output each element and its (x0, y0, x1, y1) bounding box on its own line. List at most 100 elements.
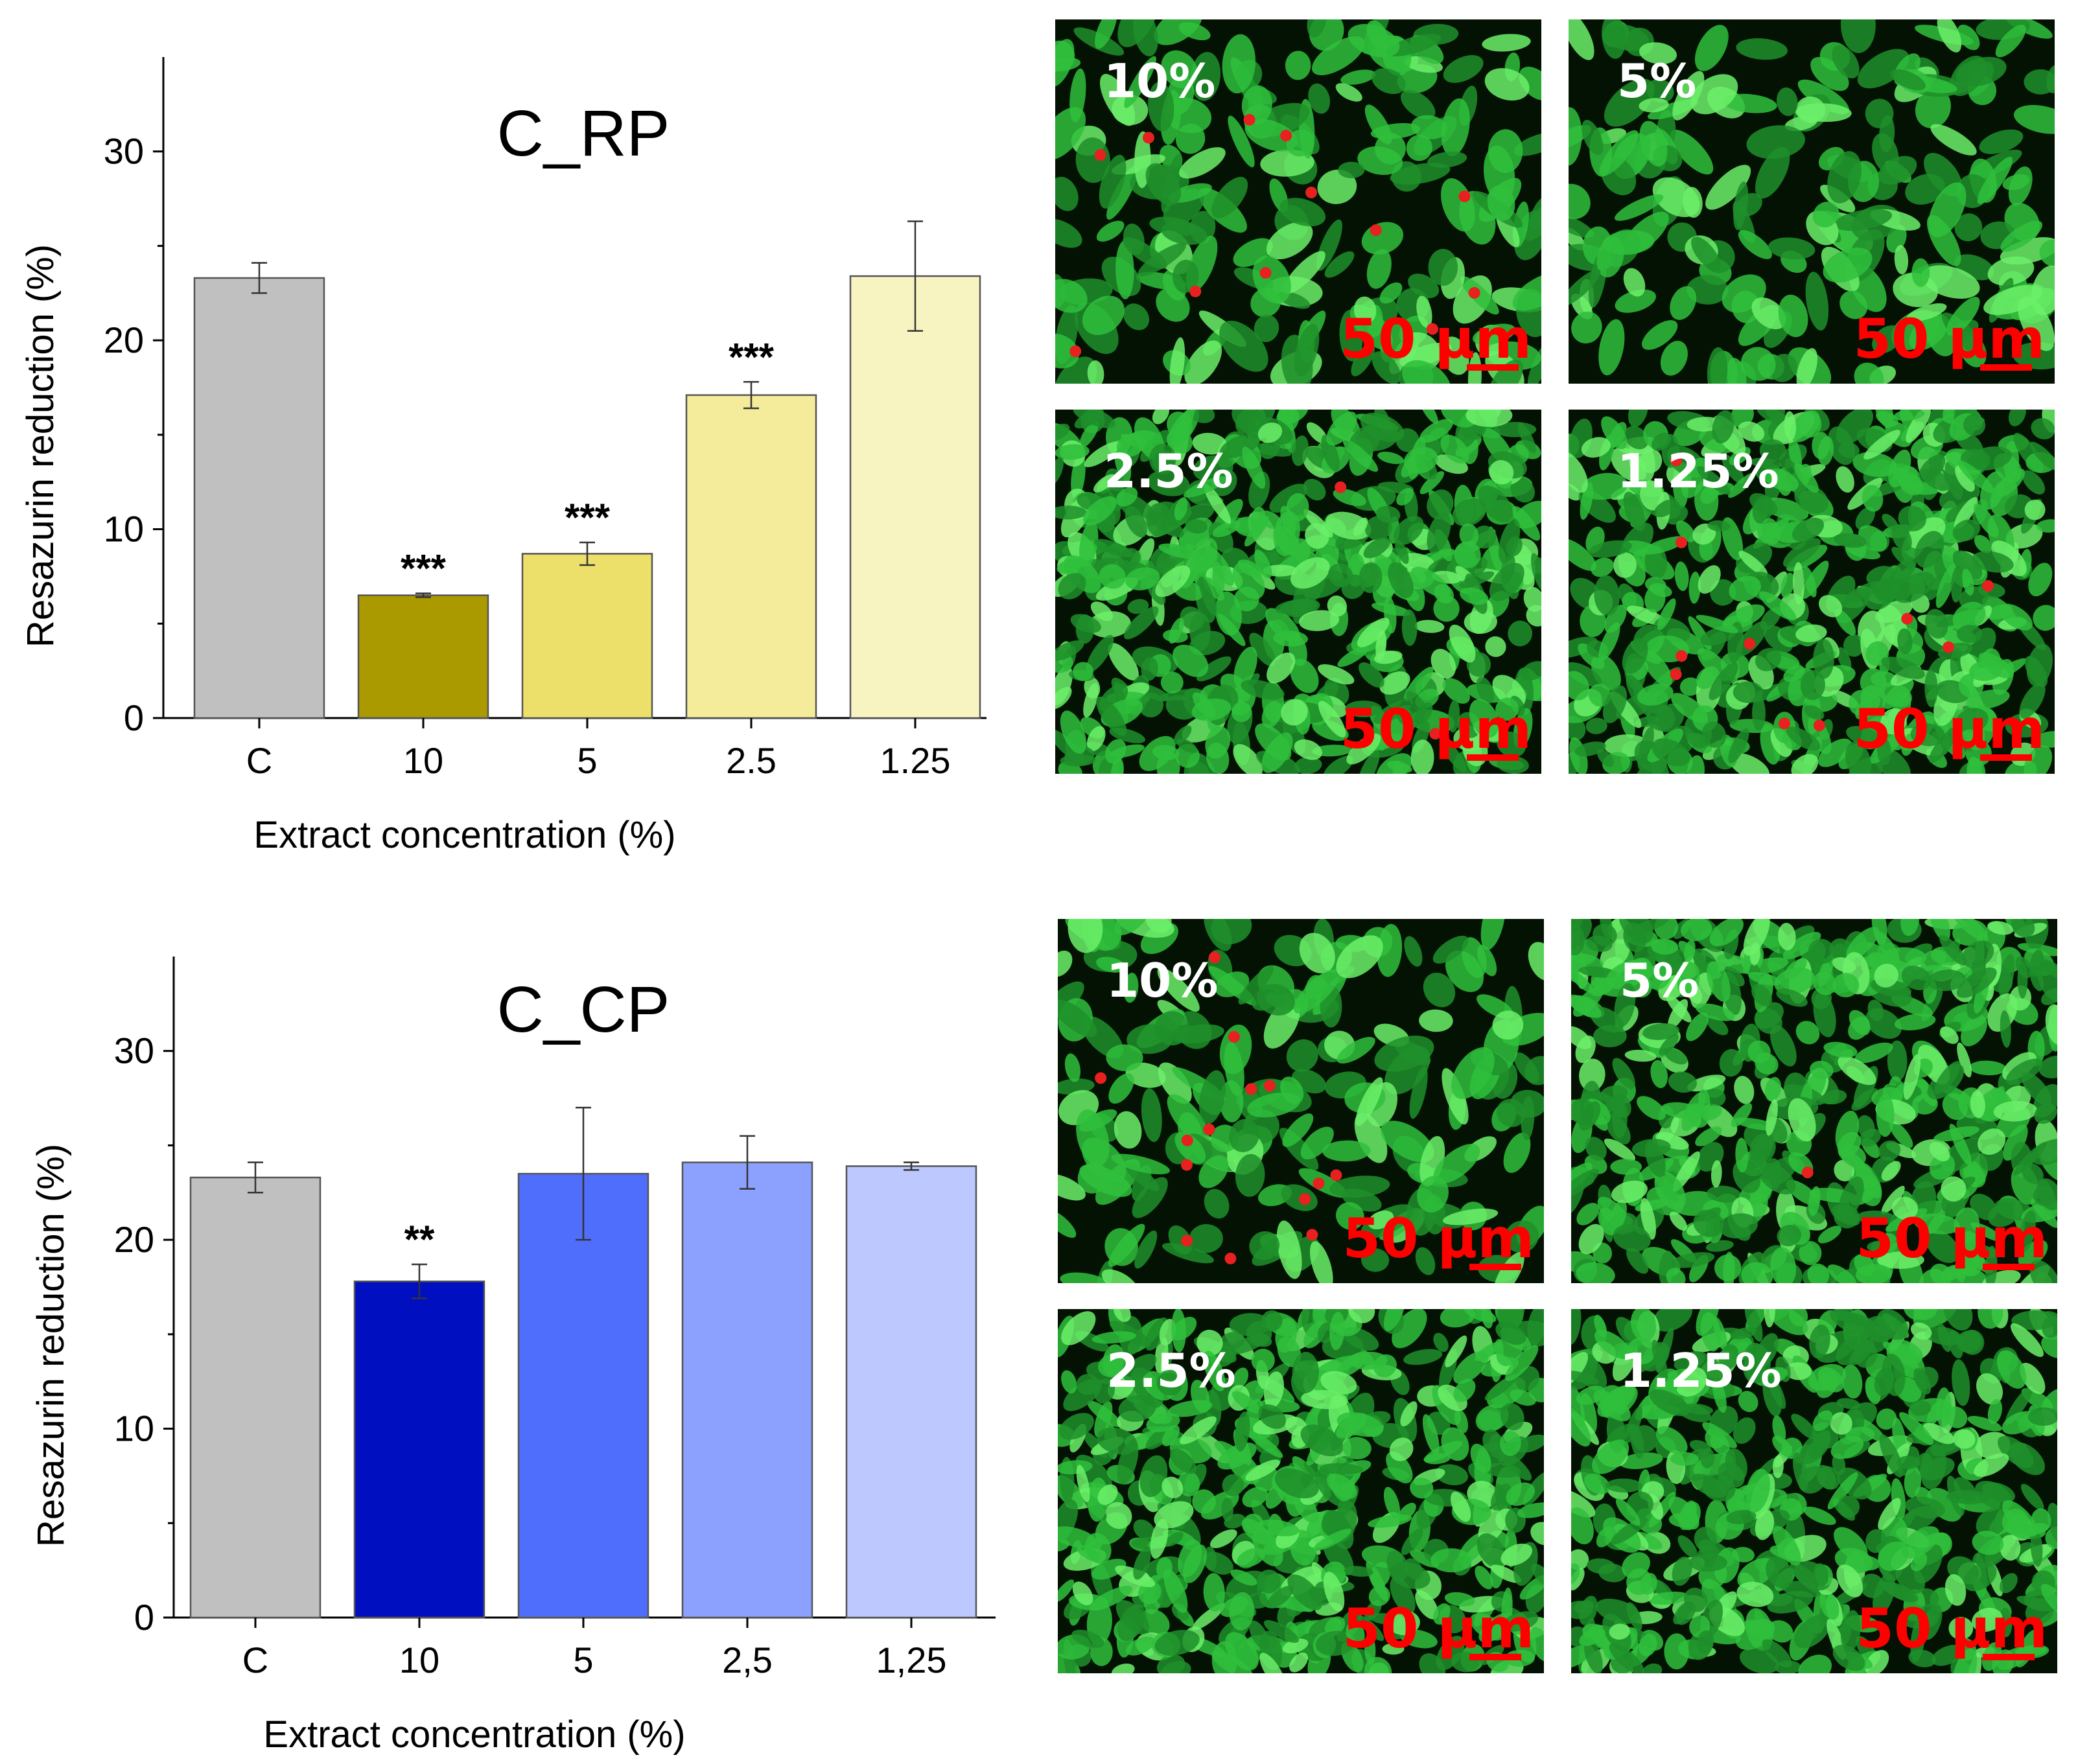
cell (1167, 1094, 1209, 1144)
cell (1152, 745, 1180, 760)
cell (1929, 1153, 1955, 1180)
cell (1571, 1386, 1585, 1428)
cell (1788, 1098, 1816, 1142)
cell (1482, 1429, 1502, 1452)
cell (1642, 536, 1687, 555)
cell (1203, 1351, 1226, 1391)
cell (1946, 1264, 1964, 1281)
cell (1880, 708, 1907, 735)
cell (1702, 1422, 1737, 1448)
x-tick-label: 10 (403, 740, 443, 781)
scale-bar (1983, 1264, 2035, 1270)
cell (1840, 19, 1876, 53)
cell (1099, 154, 1127, 209)
cell (1254, 314, 1279, 342)
scale-bar-label: 50 µm (1343, 1597, 1534, 1660)
cell (1822, 1089, 1847, 1105)
cell (1776, 87, 1798, 117)
cell (1846, 726, 1882, 747)
cell (2026, 644, 2053, 687)
cell (1075, 614, 1095, 644)
cell (1769, 1309, 1808, 1336)
cell (1169, 1448, 1197, 1474)
cell (1440, 1309, 1475, 1328)
cell (1231, 702, 1252, 723)
dead-cell (1095, 1072, 1107, 1084)
cell (1977, 156, 2013, 204)
x-tick-label: 1,25 (876, 1640, 947, 1680)
cell (2021, 1072, 2051, 1106)
cell (1733, 181, 1749, 231)
cell (1475, 1566, 1493, 1590)
cell (1796, 348, 1818, 384)
cell (1762, 467, 1799, 492)
cell (1092, 1331, 1136, 1344)
cell (1823, 247, 1873, 283)
cell (1904, 1466, 1922, 1498)
cell (1086, 634, 1114, 673)
scale-bar (1467, 754, 1519, 761)
cell (1642, 320, 1678, 350)
cell (2047, 1503, 2057, 1545)
cell (1733, 681, 1764, 703)
cell (1531, 1563, 1544, 1586)
cell (1461, 937, 1487, 979)
cell (1644, 577, 1666, 593)
cell (1639, 1633, 1657, 1656)
cell (1114, 1309, 1131, 1322)
cell (1718, 1344, 1739, 1370)
dead-cell (1189, 285, 1202, 297)
cell (1125, 567, 1160, 591)
cell (1094, 1378, 1115, 1404)
cell (1803, 566, 1817, 598)
cell (1778, 294, 1808, 338)
cell (1881, 1185, 1905, 1214)
dead-cell (1429, 728, 1442, 740)
cell (1261, 732, 1293, 773)
cell (1126, 1636, 1155, 1656)
cell (1229, 1592, 1255, 1631)
cell (1672, 1556, 1692, 1586)
cell (1854, 1042, 1893, 1063)
cell (1124, 56, 1156, 108)
cell (1571, 1309, 1582, 1345)
dead-cell (1901, 612, 1913, 625)
cell (1598, 622, 1620, 661)
cell (1655, 1426, 1688, 1455)
cell (1571, 919, 1593, 951)
cell (1569, 671, 1589, 701)
bar (685, 394, 817, 719)
cell (1353, 296, 1377, 324)
cell (1799, 1240, 1822, 1266)
cell (1057, 558, 1084, 574)
cell (1202, 1551, 1233, 1575)
cell (2040, 988, 2057, 1005)
cell (1810, 1060, 1834, 1080)
cell (1712, 1377, 1727, 1413)
cell (1116, 433, 1146, 457)
cell (1836, 1311, 1875, 1328)
cell (1896, 1456, 1920, 1470)
cell (1145, 919, 1172, 934)
cell (1390, 1576, 1416, 1614)
cell (1891, 546, 1916, 570)
dead-cell (1280, 130, 1292, 142)
cell (2000, 1573, 2018, 1594)
cell (1655, 1327, 1674, 1373)
cell (1192, 692, 1216, 719)
cell (1322, 1140, 1371, 1162)
bar (353, 1281, 485, 1619)
cell (1675, 1367, 1707, 1397)
cell (1233, 744, 1263, 774)
cell (1427, 151, 1467, 168)
cell (1784, 411, 1797, 441)
cell (1793, 562, 1804, 605)
cell (1839, 290, 1868, 319)
cell (1769, 354, 1797, 382)
cell (1970, 1090, 1985, 1119)
cell (1987, 604, 2013, 620)
cell (1178, 1539, 1202, 1577)
cell (1416, 296, 1432, 328)
cell (1110, 758, 1124, 774)
cell (1640, 480, 1664, 511)
